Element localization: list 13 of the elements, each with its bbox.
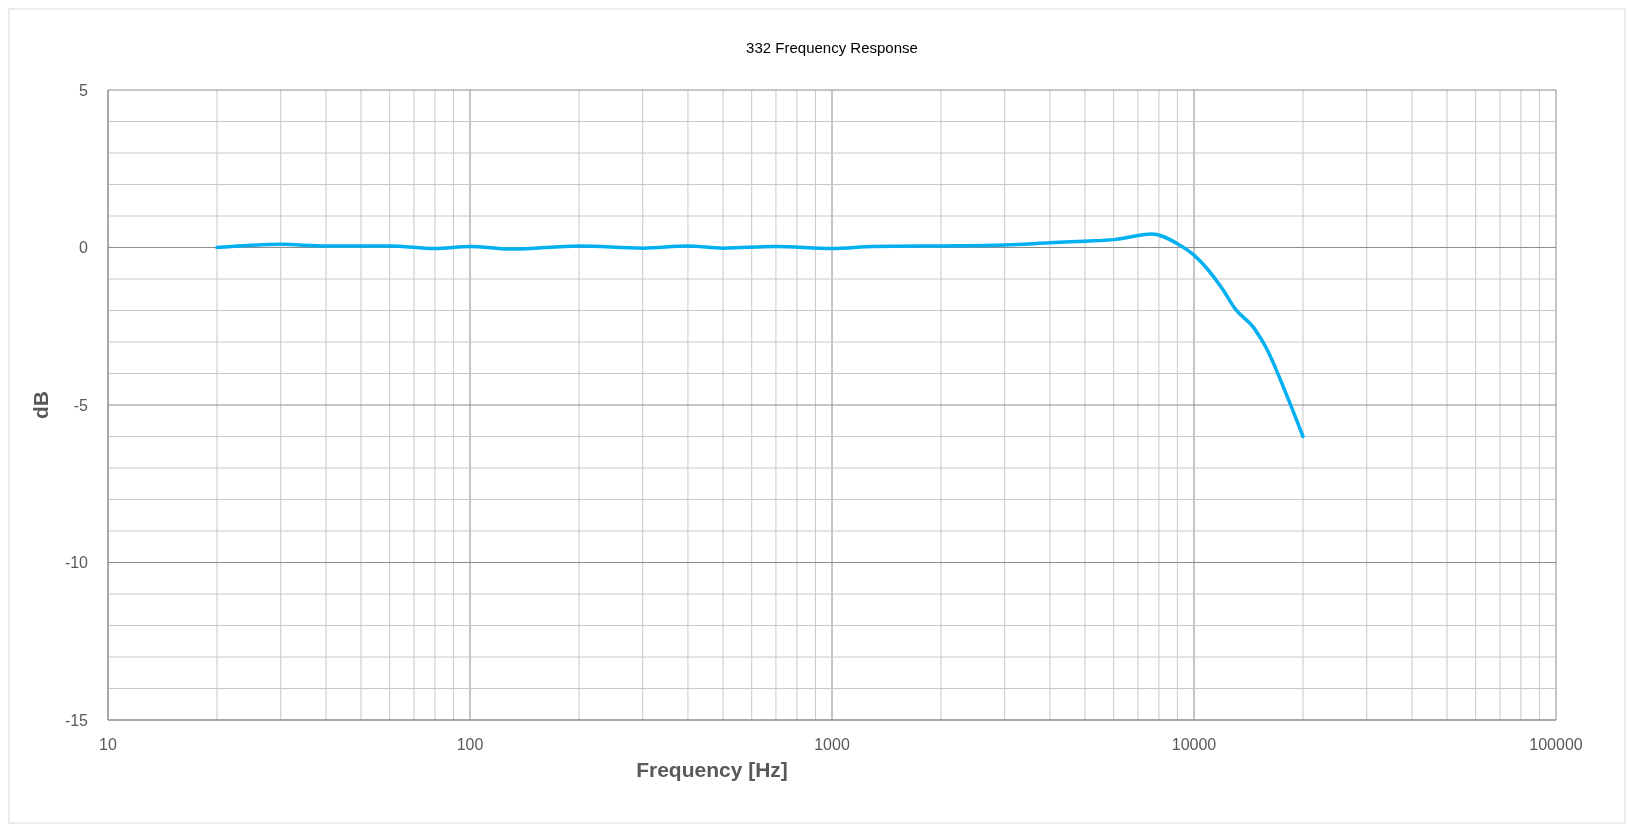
y-tick-label: 0 — [79, 239, 89, 257]
x-tick-label: 10000 — [1171, 736, 1217, 753]
y-tick-label: -15 — [64, 711, 89, 729]
x-tick-label: 1000 — [814, 736, 850, 753]
x-tick-label: 100 — [456, 736, 484, 753]
y-axis-title: dB — [29, 391, 52, 419]
chart-title: 332 Frequency Response — [746, 39, 918, 56]
y-tick-label: -5 — [73, 396, 89, 414]
x-tick-label: 100000 — [1529, 736, 1583, 753]
y-tick-label: 5 — [79, 81, 89, 99]
y-tick-label: -10 — [64, 554, 89, 572]
x-axis-title: Frequency [Hz] — [636, 758, 788, 781]
x-tick-label: 10 — [99, 736, 117, 753]
